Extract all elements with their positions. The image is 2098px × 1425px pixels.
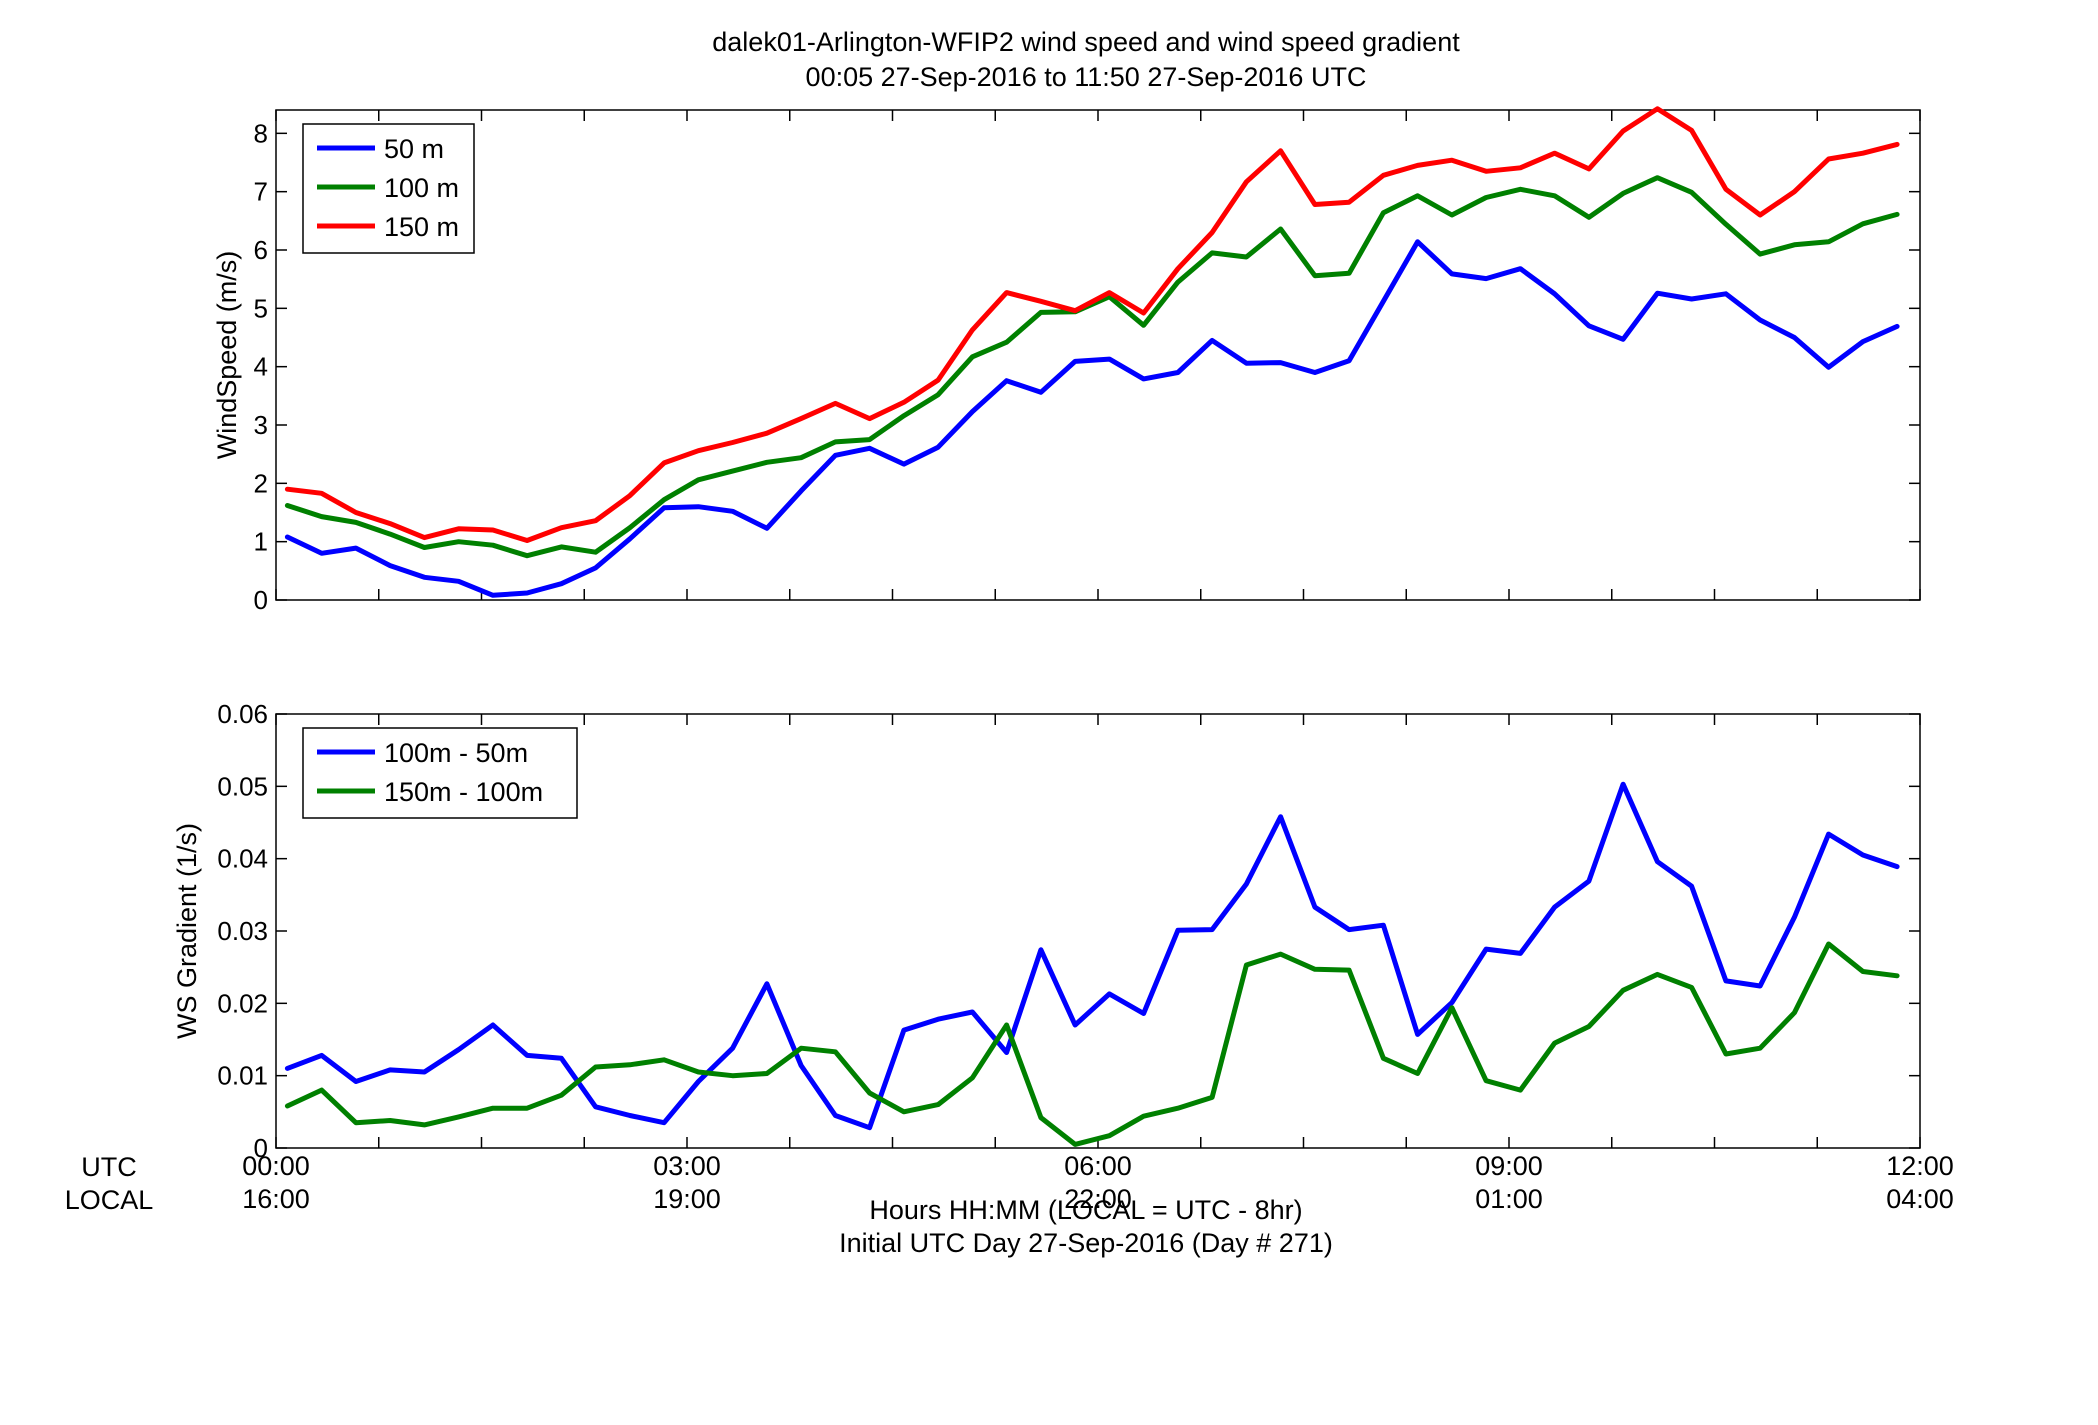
series-line-150m-100m <box>284 941 1900 1147</box>
y-tick-label: 2 <box>254 468 268 498</box>
legend-entry-label: 100 m <box>384 173 459 203</box>
y-tick-label: 0.01 <box>217 1061 268 1091</box>
y-tick-label: 3 <box>254 410 268 440</box>
legend-entry-label: 50 m <box>384 134 444 164</box>
figure-title-line2: 00:05 27-Sep-2016 to 11:50 27-Sep-2016 U… <box>806 62 1367 92</box>
local-tick-label: 01:00 <box>1475 1184 1543 1214</box>
local-row-label: LOCAL <box>65 1185 154 1215</box>
local-tick-label: 04:00 <box>1886 1184 1954 1214</box>
series-line-50-m <box>284 239 1900 598</box>
utc-row-label: UTC <box>81 1152 137 1182</box>
ws-gradient-panel: 0 0.01 0.02 0.03 0.04 0.05 0.06 WS Gradient (1/… <box>172 699 1921 1163</box>
figure-title-line1: dalek01-Arlington-WFIP2 wind speed and w… <box>712 27 1460 57</box>
local-tick-label: 19:00 <box>653 1184 721 1214</box>
time-axis-labels: 00:00 03:00 06:00 09:00 12:00 16:00 19:00 22:00… <box>242 1151 1954 1214</box>
y-tick-label: 0 <box>254 1133 268 1163</box>
y-axis-label: WS Gradient (1/s) <box>172 823 202 1039</box>
utc-tick-label: 12:00 <box>1886 1151 1954 1181</box>
x-axis-label-line1: Hours HH:MM (LOCAL = UTC - 8hr) <box>869 1195 1302 1225</box>
legend-box <box>302 727 578 819</box>
utc-tick-label: 09:00 <box>1475 1151 1543 1181</box>
y-tick-label: 7 <box>254 177 268 207</box>
y-tick-label: 0.02 <box>217 988 268 1018</box>
legend-entry-label: 100m - 50m <box>384 738 528 768</box>
y-tick-label: 0 <box>254 585 268 615</box>
utc-tick-label: 06:00 <box>1064 1151 1132 1181</box>
utc-tick-label: 00:00 <box>242 1151 310 1181</box>
legend-entry-label: 150m - 100m <box>384 777 543 807</box>
series-line-150-m <box>284 106 1900 543</box>
x-axis-label-line2: Initial UTC Day 27-Sep-2016 (Day # 271) <box>839 1228 1333 1258</box>
local-tick-label: 16:00 <box>242 1184 310 1214</box>
y-tick-label: 1 <box>254 527 268 557</box>
wind-speed-panel: 0 1 2 3 4 5 6 7 8 WindSpeed (m/s) 50 m 100 m 150 m <box>212 106 1921 615</box>
plot-area-frame <box>275 109 1921 601</box>
y-tick-label: 0.04 <box>217 844 268 874</box>
utc-tick-label: 03:00 <box>653 1151 721 1181</box>
series-line-100m-50m <box>284 781 1900 1131</box>
y-tick-label: 0.05 <box>217 771 268 801</box>
y-tick-label: 5 <box>254 293 268 323</box>
y-tick-label: 0.03 <box>217 916 268 946</box>
y-tick-label: 4 <box>254 352 268 382</box>
y-axis-label: WindSpeed (m/s) <box>212 251 242 460</box>
y-tick-label: 6 <box>254 235 268 265</box>
y-tick-label: 8 <box>254 118 268 148</box>
legend-entry-label: 150 m <box>384 212 459 242</box>
local-tick-label: 22:00 <box>1064 1184 1132 1214</box>
y-tick-label: 0.06 <box>217 699 268 729</box>
